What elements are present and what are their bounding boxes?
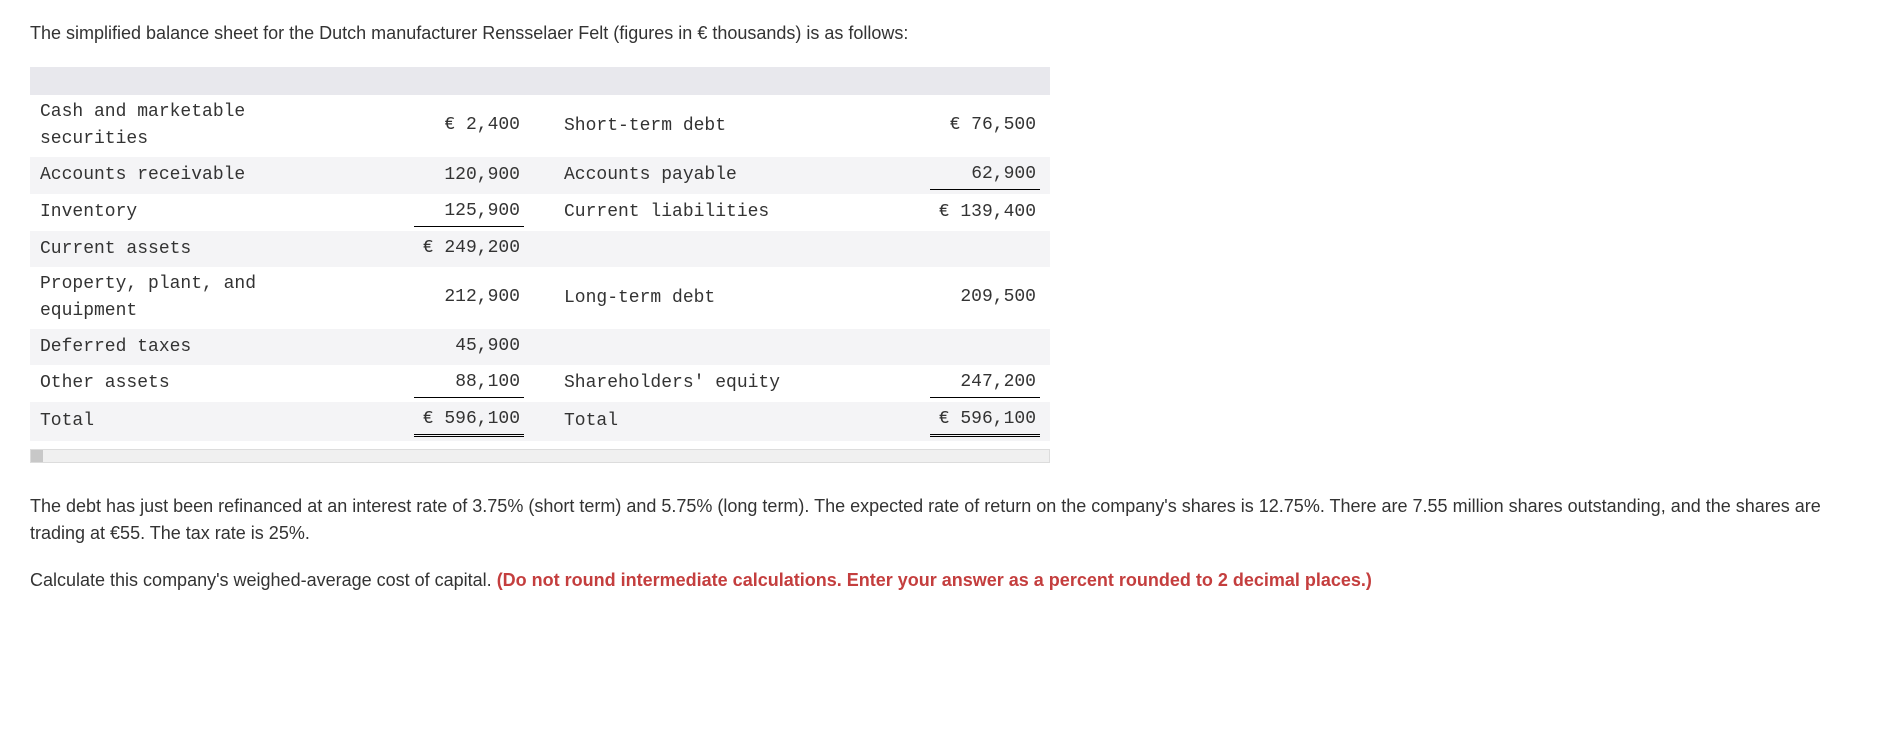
asset-label: Total — [30, 402, 354, 441]
table-header-bar — [30, 67, 1050, 95]
liability-label: Accounts payable — [534, 157, 870, 194]
asset-label: Inventory — [30, 194, 354, 231]
liability-value: 209,500 — [870, 267, 1050, 329]
liability-value — [870, 231, 1050, 267]
balance-sheet-container: Cash and marketable securities€ 2,400Sho… — [30, 67, 1050, 441]
liability-value: 247,200 — [870, 365, 1050, 402]
horizontal-scrollbar-track[interactable] — [30, 449, 1050, 463]
asset-value: 120,900 — [354, 157, 534, 194]
table-row: Cash and marketable securities€ 2,400Sho… — [30, 95, 1050, 157]
table-row: Total€ 596,100Total€ 596,100 — [30, 402, 1050, 441]
liability-label: Long-term debt — [534, 267, 870, 329]
asset-value: € 2,400 — [354, 95, 534, 157]
liability-label: Total — [534, 402, 870, 441]
liability-label — [534, 329, 870, 365]
liability-value: € 76,500 — [870, 95, 1050, 157]
table-row: Other assets88,100Shareholders' equity24… — [30, 365, 1050, 402]
question-paragraph: Calculate this company's weighed-average… — [30, 567, 1862, 594]
table-row: Property, plant, and equipment212,900Lon… — [30, 267, 1050, 329]
liability-label: Current liabilities — [534, 194, 870, 231]
question-lead-text: Calculate this company's weighed-average… — [30, 570, 497, 590]
liability-label: Shareholders' equity — [534, 365, 870, 402]
asset-value: 212,900 — [354, 267, 534, 329]
asset-value: 45,900 — [354, 329, 534, 365]
balance-sheet-table: Cash and marketable securities€ 2,400Sho… — [30, 95, 1050, 441]
table-row: Accounts receivable120,900Accounts payab… — [30, 157, 1050, 194]
liability-value — [870, 329, 1050, 365]
liability-label: Short-term debt — [534, 95, 870, 157]
liability-value: € 596,100 — [870, 402, 1050, 441]
asset-label: Accounts receivable — [30, 157, 354, 194]
asset-label: Property, plant, and equipment — [30, 267, 354, 329]
asset-value: 88,100 — [354, 365, 534, 402]
liability-value: 62,900 — [870, 157, 1050, 194]
asset-label: Cash and marketable securities — [30, 95, 354, 157]
table-row: Current assets€ 249,200 — [30, 231, 1050, 267]
table-row: Inventory125,900Current liabilities€ 139… — [30, 194, 1050, 231]
asset-value: 125,900 — [354, 194, 534, 231]
asset-value: € 249,200 — [354, 231, 534, 267]
asset-label: Deferred taxes — [30, 329, 354, 365]
horizontal-scrollbar-thumb[interactable] — [31, 450, 43, 462]
asset-label: Current assets — [30, 231, 354, 267]
asset-label: Other assets — [30, 365, 354, 402]
intro-paragraph: The simplified balance sheet for the Dut… — [30, 20, 1862, 47]
liability-label — [534, 231, 870, 267]
refinance-paragraph: The debt has just been refinanced at an … — [30, 493, 1862, 547]
liability-value: € 139,400 — [870, 194, 1050, 231]
table-row: Deferred taxes45,900 — [30, 329, 1050, 365]
asset-value: € 596,100 — [354, 402, 534, 441]
question-emphasis-text: (Do not round intermediate calculations.… — [497, 570, 1372, 590]
